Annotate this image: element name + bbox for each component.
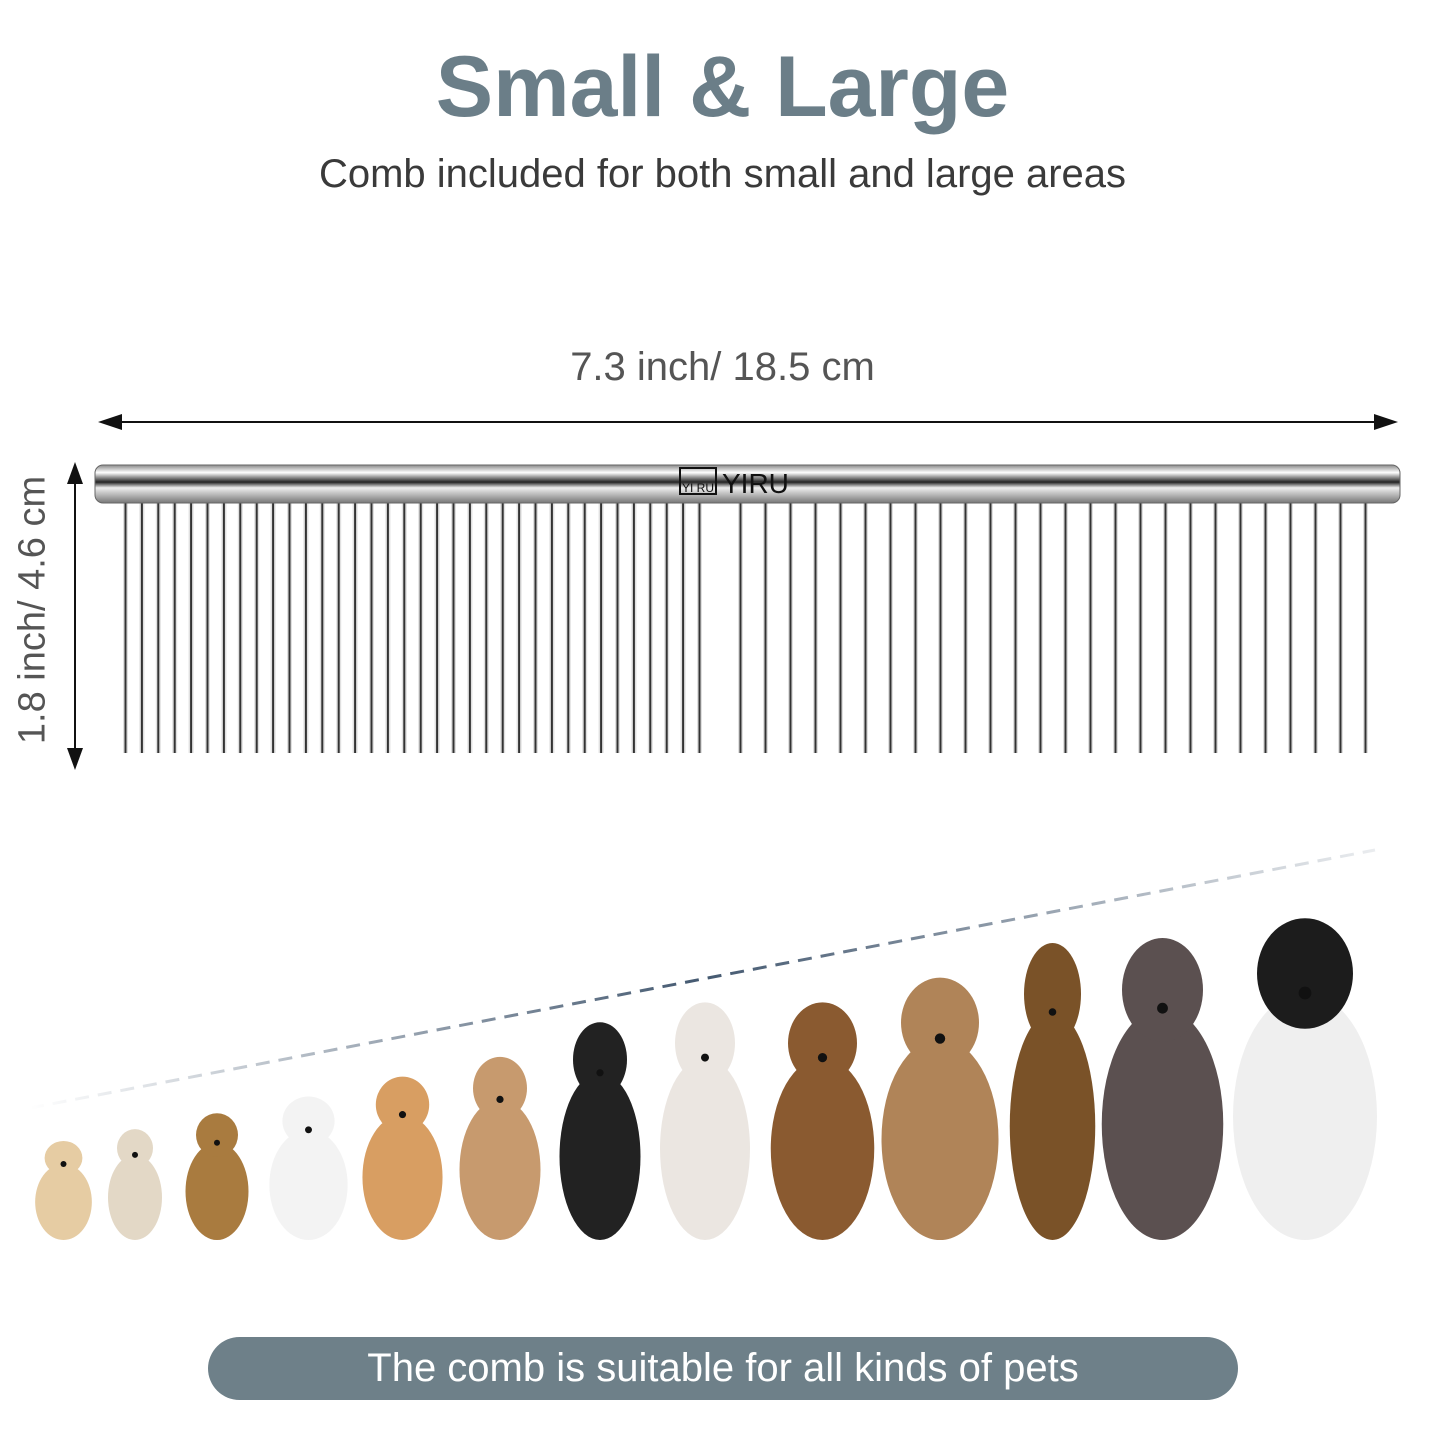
comb-tooth: [631, 500, 637, 753]
comb-tooth: [680, 500, 686, 753]
comb-tooth: [1313, 500, 1318, 753]
comb-teeth: [123, 500, 1368, 753]
comb-tooth: [418, 500, 424, 753]
comb-tooth: [988, 500, 993, 753]
comb-tooth: [763, 500, 768, 753]
comb-tooth: [1113, 500, 1118, 753]
comb-tooth: [1338, 500, 1343, 753]
comb-tooth: [188, 500, 194, 753]
german-shepherd-icon: [1009, 943, 1096, 1240]
width-dimension-label: 7.3 inch/ 18.5 cm: [570, 345, 875, 389]
comb-tooth: [1288, 500, 1293, 753]
comb: YI RU YIRU: [94, 464, 1401, 753]
comb-tooth: [254, 500, 260, 753]
border-collie-icon: [559, 1022, 641, 1240]
comb-tooth: [483, 500, 489, 753]
comb-tooth: [1238, 500, 1243, 753]
comb-tooth: [385, 500, 391, 753]
comb-tooth: [155, 500, 161, 753]
afghan-hound-icon: [881, 977, 999, 1241]
comb-tooth: [647, 500, 653, 753]
comb-tooth: [1138, 500, 1143, 753]
comb-tooth: [1013, 500, 1018, 753]
chihuahua-icon: [35, 1141, 92, 1240]
caption-banner: The comb is suitable for all kinds of pe…: [208, 1337, 1238, 1400]
comb-tooth: [863, 500, 868, 753]
comb-tooth: [123, 500, 128, 753]
comb-tooth: [369, 500, 374, 753]
comb-tooth: [963, 500, 968, 753]
comb-tooth: [221, 500, 227, 753]
comb-tooth: [451, 500, 456, 753]
comb-tooth: [615, 500, 620, 753]
comb-tooth: [467, 500, 473, 753]
pets-lineup: [35, 918, 1377, 1241]
page-subtitle: Comb included for both small and large a…: [318, 152, 1127, 196]
japanese-spitz-icon: [269, 1096, 348, 1240]
comb-tooth: [1213, 500, 1218, 753]
comb-tooth: [664, 500, 670, 753]
yorkshire-terrier-icon: [185, 1113, 249, 1240]
comb-tooth: [139, 500, 145, 753]
comb-tooth: [913, 500, 918, 753]
comb-tooth: [1263, 500, 1268, 753]
comb-tooth: [352, 500, 358, 753]
comb-tooth: [738, 500, 743, 753]
comb-tooth: [549, 500, 555, 753]
corgi-icon: [362, 1076, 443, 1241]
comb-tooth: [565, 500, 571, 753]
comb-tooth: [1163, 500, 1168, 753]
comb-tooth: [319, 500, 325, 753]
toy-poodle-icon: [459, 1056, 541, 1240]
shih-tzu-icon: [108, 1129, 162, 1240]
comb-tooth: [336, 500, 342, 753]
comb-tooth: [598, 500, 604, 753]
height-arrow: [67, 462, 83, 770]
comb-tooth: [533, 500, 538, 753]
comb-tooth: [582, 500, 588, 753]
comb-tooth: [270, 500, 276, 753]
comb-tooth: [813, 500, 818, 753]
comb-tooth: [434, 500, 440, 753]
comb-tooth: [303, 500, 309, 753]
width-arrow: [98, 414, 1398, 430]
comb-tooth: [205, 500, 210, 753]
comb-tooth: [401, 500, 407, 753]
comb-tooth: [287, 500, 292, 753]
comb-spine: [94, 464, 1401, 504]
comb-tooth: [516, 500, 522, 753]
comb-tooth: [697, 500, 702, 753]
comb-tooth: [1188, 500, 1193, 753]
landseer-icon: [1233, 918, 1377, 1240]
comb-tooth: [1038, 500, 1043, 753]
comb-tooth: [838, 500, 843, 753]
comb-tooth: [1088, 500, 1093, 753]
standard-poodle-icon: [1101, 938, 1224, 1240]
svg-text:YI RU: YI RU: [682, 481, 714, 495]
comb-tooth: [500, 500, 506, 753]
comb-tooth: [1363, 500, 1368, 753]
brand-logo: YI RU YIRU: [679, 467, 789, 499]
comb-tooth: [1063, 500, 1068, 753]
comb-tooth: [172, 500, 178, 753]
svg-text:YIRU: YIRU: [722, 468, 789, 499]
comb-tooth: [237, 500, 243, 753]
page-title: Small & Large: [435, 39, 1010, 135]
comb-tooth: [938, 500, 943, 753]
shetland-sheepdog-icon: [770, 1002, 875, 1241]
akita-icon: [660, 1002, 750, 1241]
comb-tooth: [888, 500, 893, 753]
comb-tooth: [788, 500, 793, 753]
